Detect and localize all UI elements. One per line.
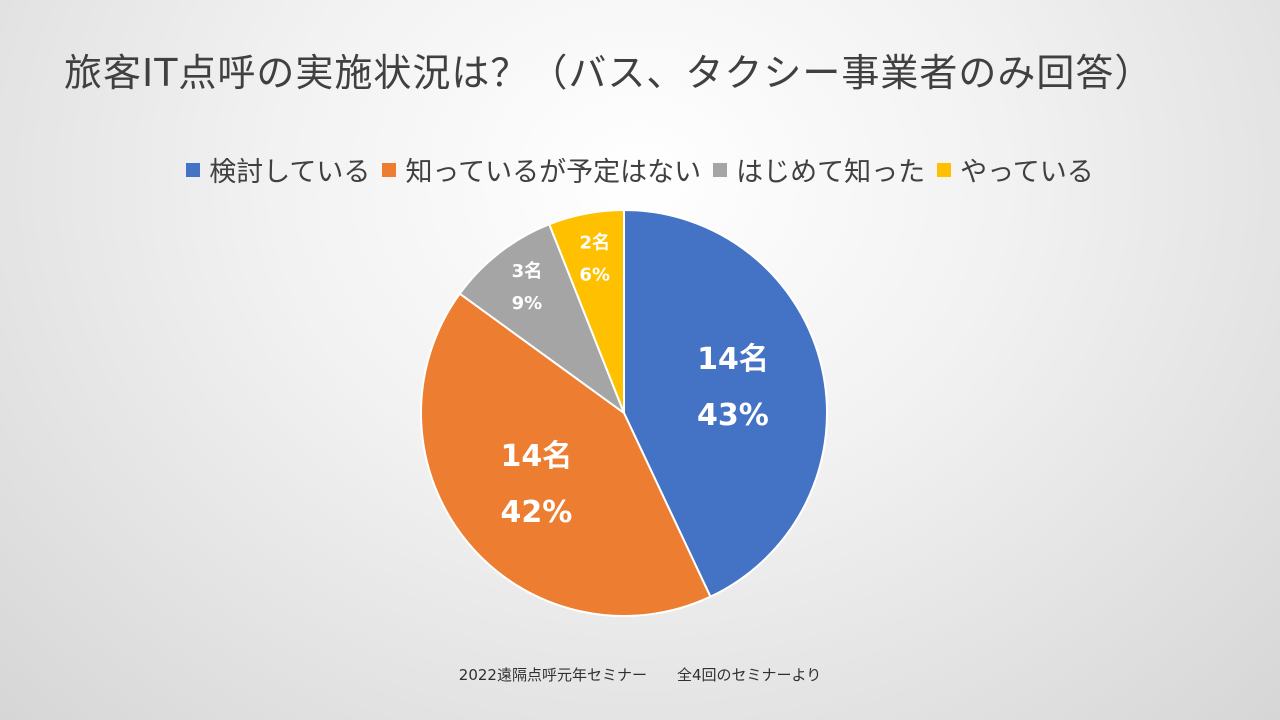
legend-label: やっている [960,157,1094,188]
slice-percent-label: 9% [512,293,543,314]
legend-label: 検討している [209,157,371,188]
pie-slice [623,208,828,599]
legend-swatch [713,162,728,177]
chart-title: 旅客IT点呼の実施状況は？（バス、タクシー事業者のみ回答） [64,51,1154,95]
legend-item-first-time: はじめて知った [713,150,925,189]
legend-label: 知っているが予定はない [405,157,702,188]
slice-count-label: 2名 [579,231,610,253]
legend-item-doing: やっている [937,150,1094,189]
slice-percent-label: 42% [501,495,573,530]
slice-count-label: 14名 [697,342,769,377]
slice-count-label: 3名 [512,260,543,282]
legend: 検討している 知っているが予定はない はじめて知った やっている [0,150,1280,189]
pie-slice [420,292,712,617]
slice-percent-label: 6% [579,264,610,285]
slice-count-label: 14名 [501,439,573,474]
legend-label: はじめて知った [736,157,926,188]
pie-slice [547,208,625,414]
legend-item-considering: 検討している [186,150,370,189]
legend-item-aware-no-plan: 知っているが予定はない [382,150,701,189]
legend-swatch [382,162,397,177]
slice-percent-label: 43% [697,398,769,433]
legend-swatch [186,162,201,177]
footer-note: 2022遠隔点呼元年セミナー 全4回のセミナーより [458,666,822,684]
pie-slice [458,222,627,416]
legend-swatch [937,162,952,177]
